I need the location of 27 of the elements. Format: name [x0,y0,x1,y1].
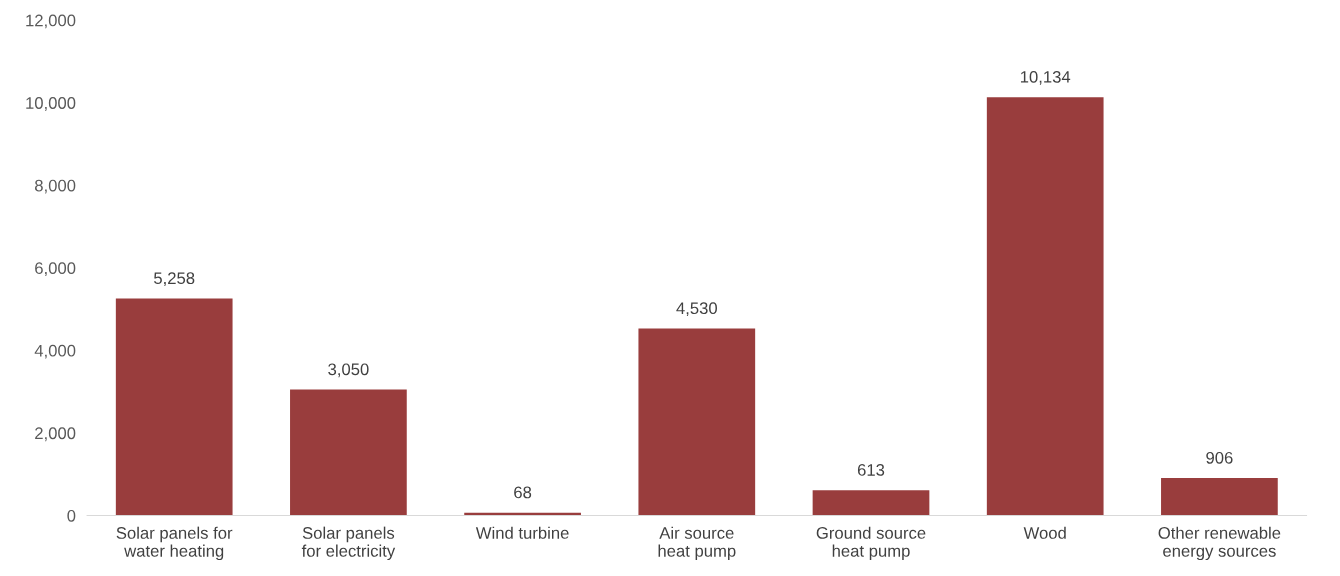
x-tick-label: Wind turbine [475,526,569,539]
data-label: 613 [857,464,885,476]
y-tick-label: 6,000 [35,262,76,277]
data-label: 68 [514,486,532,499]
x-tick-label: Other renewable energy sources [1158,526,1281,561]
x-tick-label: Air source heat pump [658,526,736,561]
y-tick-label: 0 [67,509,76,522]
bar [638,328,756,516]
x-tick-label: Ground source heat pump [816,526,926,561]
bar [290,389,407,516]
x-tick-label: Wood [1023,526,1066,539]
y-tick-label: 8,000 [35,179,76,194]
y-tick-label: 12,000 [26,14,76,29]
x-tick-label: Solar panels for electricity [301,526,396,561]
data-label: 906 [1206,451,1233,464]
x-tick-label: Solar panels for water heating [116,526,233,561]
bar [115,298,233,516]
y-tick-label: 4,000 [34,344,76,359]
bar [1161,478,1278,516]
y-tick-label: 10,000 [26,97,76,111]
data-label: 4,530 [676,302,717,317]
data-label: 3,050 [328,363,369,378]
bar [986,97,1104,516]
data-label: 10,134 [1020,70,1071,85]
bar [812,490,930,516]
data-label: 5,258 [154,272,195,287]
y-tick-label: 2,000 [35,427,76,442]
